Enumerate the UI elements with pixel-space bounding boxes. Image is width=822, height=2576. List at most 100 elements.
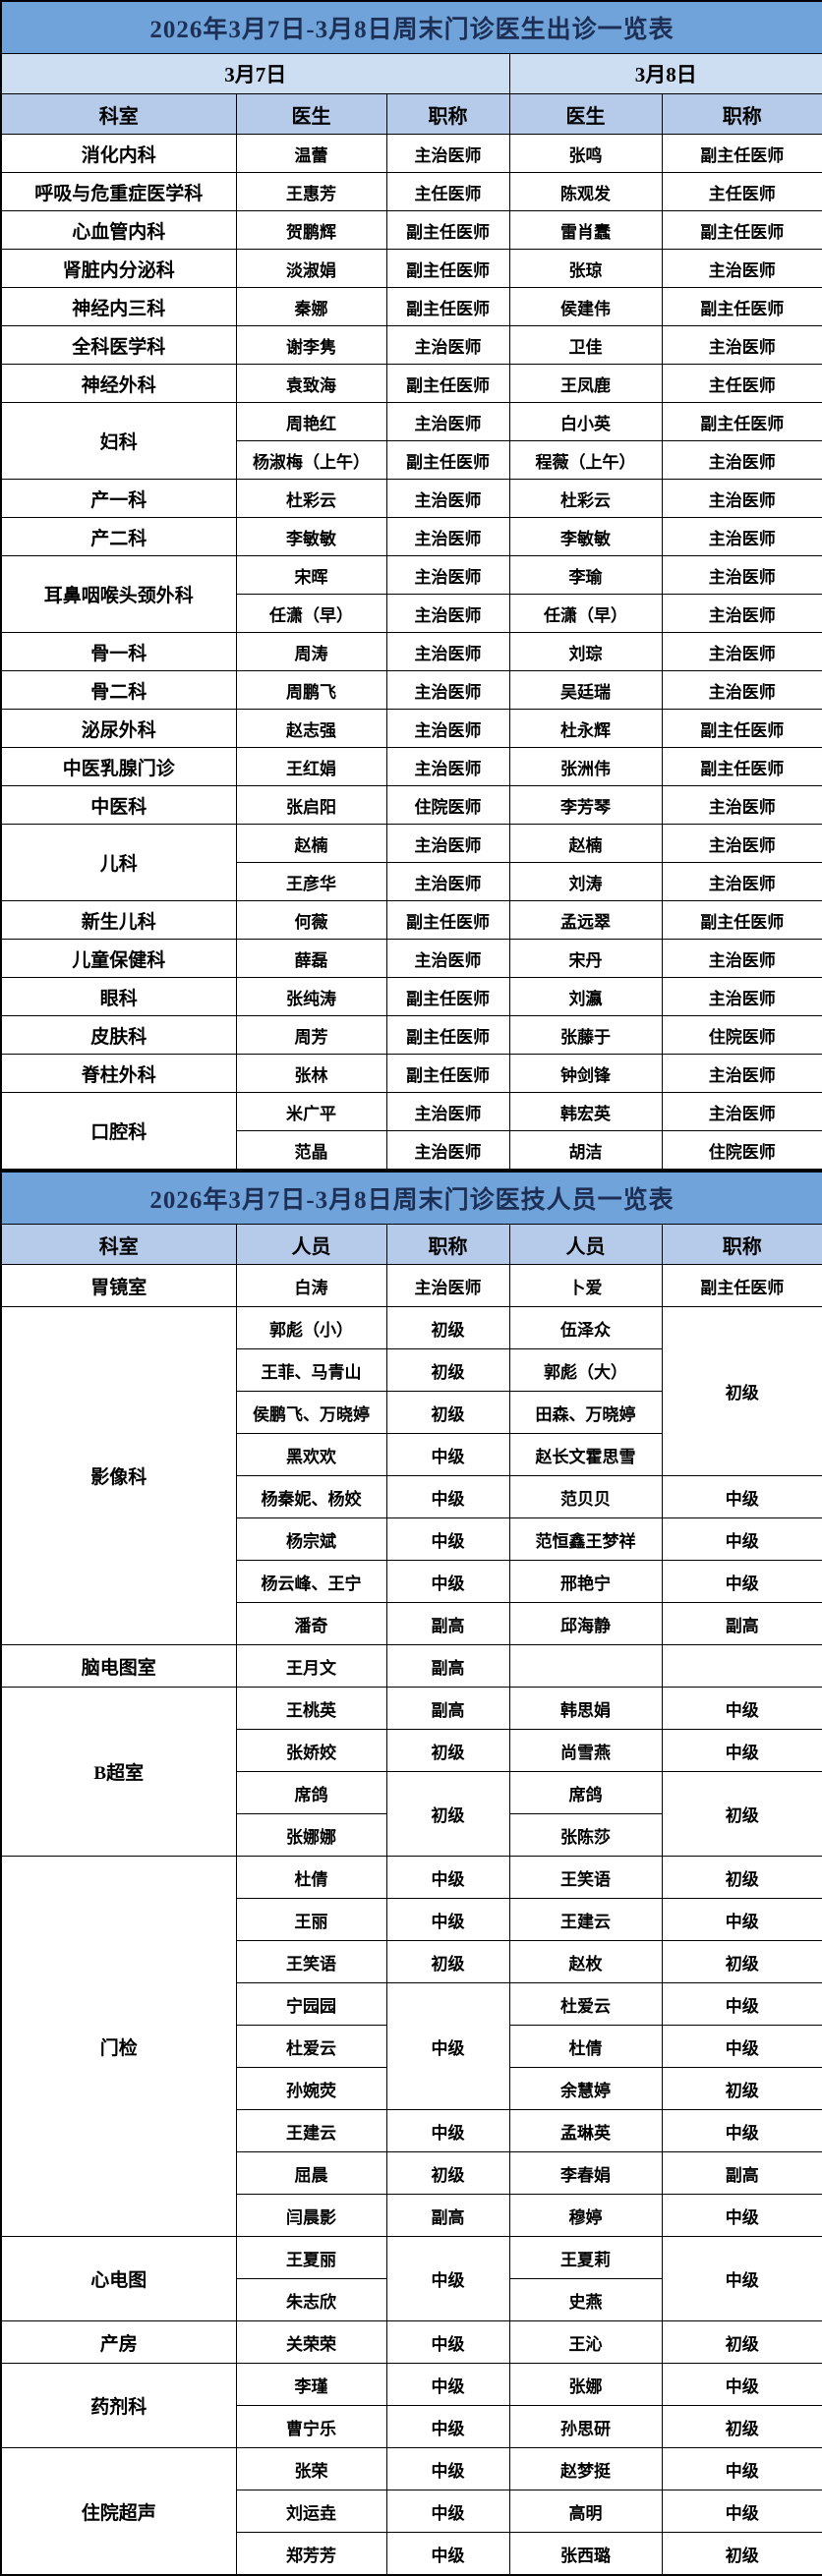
person-cell: 孟远翠 — [508, 900, 663, 940]
table-row: 杨云峰、王宁 中级 邢艳宁 中级 — [1, 1560, 822, 1603]
person-cell: 侯建伟 — [508, 287, 663, 326]
rank-cell: 中级 — [661, 2194, 822, 2237]
person-cell: 杨宗斌 — [235, 1517, 387, 1561]
rank-cell: 初级 — [661, 1306, 822, 1476]
rank-cell: 副主任医师 — [661, 709, 822, 748]
person-cell: 王菲、马青山 — [235, 1348, 387, 1392]
department-cell: 产二科 — [0, 517, 237, 556]
rank-cell: 主治医师 — [385, 517, 510, 556]
person-cell: 郭彪（大） — [508, 1348, 663, 1392]
person-cell: 屈晨 — [235, 2151, 387, 2195]
department-cell: 呼吸与危重症医学科 — [0, 172, 237, 211]
rank-cell: 住院医师 — [661, 1130, 822, 1171]
person-cell: 刘琮 — [508, 632, 663, 671]
rank-cell: 中级 — [385, 2490, 510, 2533]
rank-cell: 中级 — [385, 2109, 510, 2152]
rank-cell: 中级 — [385, 1475, 510, 1518]
table2-title: 2026年3月7日-3月8日周末门诊医技人员一览表 — [0, 1171, 822, 1225]
table-row: 屈晨 初级 李春娟 副高 — [1, 2151, 822, 2195]
department-cell: B超室 — [0, 1687, 237, 1857]
department-cell: 中医科 — [0, 785, 237, 825]
person-cell: 邱海静 — [508, 1602, 663, 1645]
person-cell: 王建云 — [508, 1898, 663, 1941]
rank-cell: 住院医师 — [661, 1015, 822, 1055]
department-cell: 新生儿科 — [0, 900, 237, 940]
person-cell: 赵楠 — [235, 824, 387, 863]
person-cell: 余慧婷 — [508, 2067, 663, 2110]
department-cell: 心血管内科 — [0, 210, 237, 250]
person-cell: 周鹏飞 — [235, 670, 387, 710]
rank-cell: 中级 — [661, 2490, 822, 2533]
department-cell: 儿科 — [0, 824, 237, 901]
rank-cell: 中级 — [661, 2025, 822, 2068]
person-cell: 席鸽 — [508, 1771, 663, 1814]
rank-cell: 副高 — [385, 1602, 510, 1645]
person-cell: 赵枚 — [508, 1940, 663, 1983]
person-cell: 卜爱 — [508, 1264, 663, 1307]
table-row: 产房 关荣荣 中级 王沁 初级 — [0, 2320, 822, 2364]
person-cell: 雷肖蠢 — [508, 210, 663, 250]
person-cell: 杜爱云 — [508, 1982, 663, 2026]
rank-cell: 主治医师 — [661, 632, 822, 671]
person-cell: 杜倩 — [508, 2025, 663, 2068]
table1-title-row: 2026年3月7日-3月8日周末门诊医生出诊一览表 — [0, 0, 822, 54]
rank-cell: 中级 — [385, 1560, 510, 1603]
person-cell: 赵楠 — [508, 824, 663, 863]
rank-cell: 副主任医师 — [385, 1054, 510, 1093]
rank-cell: 主治医师 — [385, 479, 510, 518]
rank-cell: 初级 — [661, 2067, 822, 2110]
department-cell: 耳鼻咽喉头颈外科 — [0, 555, 237, 633]
person-cell: 史燕 — [508, 2278, 663, 2321]
department-cell: 口腔科 — [0, 1092, 237, 1171]
department-cell: 心电图 — [0, 2236, 237, 2321]
person-cell: 任潇（早） — [508, 594, 663, 633]
table-row: 新生儿科 何薇 副主任医师 孟远翠 副主任医师 — [0, 900, 822, 940]
table-row: 骨二科 周鹏飞 主治医师 吴廷瑞 主治医师 — [0, 670, 822, 710]
rank-cell: 副主任医师 — [385, 1015, 510, 1055]
person-cell: 王惠芳 — [235, 172, 387, 211]
rank-cell: 中级 — [661, 1560, 822, 1603]
person-cell: 王夏莉 — [508, 2236, 663, 2279]
table-row: 范晶 主治医师 胡洁 住院医师 — [1, 1130, 822, 1171]
table-row: 皮肤科 周芳 副主任医师 张藤于 住院医师 — [0, 1015, 822, 1055]
person-cell: 王夏丽 — [235, 2236, 387, 2279]
column-header: 科室 — [0, 1224, 237, 1265]
rank-cell: 主治医师 — [661, 977, 822, 1016]
person-cell: 米广平 — [235, 1092, 387, 1131]
person-cell: 田森、万晓婷 — [508, 1391, 663, 1434]
table-row: 消化内科 温蕾 主治医师 张鸣 副主任医师 — [0, 134, 822, 173]
rank-cell: 初级 — [661, 1940, 822, 1983]
table-row: 宁园园 中级 杜爱云 中级 — [1, 1982, 822, 2110]
department-cell: 眼科 — [0, 977, 237, 1016]
department-cell: 消化内科 — [0, 134, 237, 173]
person-cell: 孟琳英 — [508, 2109, 663, 2152]
table-row: 产二科 李敏敏 主治医师 李敏敏 主治医师 — [0, 517, 822, 556]
department-cell: 脑电图室 — [0, 1644, 237, 1688]
person-cell: 王丽 — [235, 1898, 387, 1941]
table-row: 杨宗斌 中级 范恒鑫王梦祥 中级 — [1, 1517, 822, 1561]
rank-cell: 主治医师 — [661, 785, 822, 825]
rank-cell: 中级 — [385, 2236, 510, 2321]
department-cell: 神经内三科 — [0, 287, 237, 326]
department-cell: 产一科 — [0, 479, 237, 518]
person-cell: 吴廷瑞 — [508, 670, 663, 710]
person-cell: 张启阳 — [235, 785, 387, 825]
person-cell: 张娜娜 — [235, 1813, 387, 1857]
rank-cell: 主治医师 — [385, 1130, 510, 1171]
rank-cell: 初级 — [385, 1391, 510, 1434]
table-row: 耳鼻咽喉头颈外科 宋晖 主治医师 李瑜 主治医师 — [0, 555, 822, 633]
table-row: 孙婉荧 余慧婷 初级 — [1, 2067, 822, 2110]
department-cell: 泌尿外科 — [0, 709, 237, 748]
person-cell: 郭彪（小） — [235, 1306, 387, 1349]
department-cell: 住院超声 — [0, 2447, 237, 2576]
person-cell: 杜爱云 — [235, 2025, 387, 2068]
rank-cell: 初级 — [661, 1771, 822, 1857]
table-row: 儿童保健科 薛磊 主治医师 宋丹 主治医师 — [0, 939, 822, 978]
person-cell: 周芳 — [235, 1015, 387, 1055]
person-cell: 杜永辉 — [508, 709, 663, 748]
rank-cell: 主治医师 — [385, 862, 510, 901]
column-header: 职称 — [661, 93, 822, 135]
department-cell: 全科医学科 — [0, 325, 237, 365]
rank-cell: 主治医师 — [661, 555, 822, 595]
rank-cell: 副高 — [661, 2151, 822, 2195]
